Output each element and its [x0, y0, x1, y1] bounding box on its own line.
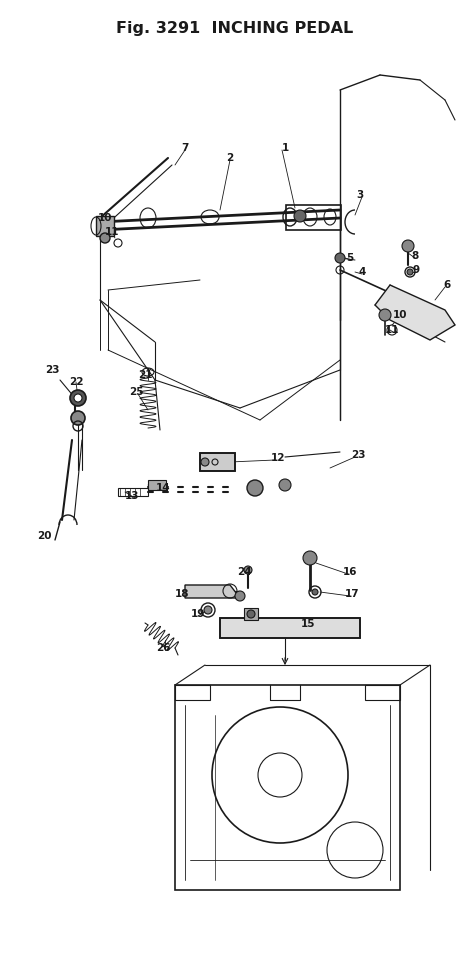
Text: 21: 21 — [138, 370, 152, 380]
Circle shape — [312, 589, 318, 595]
Text: 2: 2 — [227, 153, 234, 163]
Text: 25: 25 — [129, 387, 143, 397]
Text: 7: 7 — [181, 143, 188, 153]
Circle shape — [204, 606, 212, 614]
Text: 5: 5 — [346, 253, 353, 263]
Circle shape — [201, 458, 209, 466]
Text: 9: 9 — [413, 265, 420, 275]
Text: 18: 18 — [175, 589, 189, 599]
Text: 26: 26 — [156, 643, 170, 653]
Circle shape — [70, 390, 86, 406]
Text: 24: 24 — [237, 567, 251, 577]
Circle shape — [247, 610, 255, 618]
Circle shape — [303, 551, 317, 565]
Polygon shape — [375, 285, 455, 340]
Bar — [220, 618, 360, 638]
Circle shape — [335, 253, 345, 263]
Bar — [286, 205, 341, 230]
Bar — [96, 216, 114, 236]
Circle shape — [100, 233, 110, 243]
Bar — [200, 453, 235, 471]
Text: 22: 22 — [69, 377, 83, 387]
Text: 11: 11 — [385, 325, 399, 335]
Bar — [118, 488, 148, 496]
Bar — [175, 685, 210, 700]
Text: 17: 17 — [345, 589, 359, 599]
Polygon shape — [220, 618, 360, 638]
Text: 6: 6 — [443, 280, 451, 290]
Circle shape — [379, 309, 391, 321]
Bar — [365, 685, 400, 700]
Bar — [200, 453, 235, 471]
Text: 20: 20 — [37, 531, 51, 541]
Text: 13: 13 — [125, 491, 139, 501]
Bar — [175, 685, 400, 890]
Text: 15: 15 — [301, 619, 315, 629]
Text: Fig. 3291  INCHING PEDAL: Fig. 3291 INCHING PEDAL — [117, 20, 353, 36]
Circle shape — [247, 480, 263, 496]
Text: 10: 10 — [98, 213, 112, 223]
Text: 11: 11 — [105, 227, 119, 237]
Circle shape — [402, 240, 414, 252]
Circle shape — [71, 411, 85, 425]
Text: 4: 4 — [358, 267, 366, 277]
Text: 1: 1 — [282, 143, 289, 153]
Text: 8: 8 — [411, 251, 419, 261]
Text: 19: 19 — [191, 609, 205, 619]
Bar — [244, 608, 258, 620]
Text: 23: 23 — [45, 365, 59, 375]
Polygon shape — [185, 585, 240, 598]
Circle shape — [244, 566, 252, 574]
Circle shape — [74, 394, 82, 402]
Text: 3: 3 — [356, 190, 364, 200]
Text: 12: 12 — [271, 453, 285, 463]
Circle shape — [279, 479, 291, 491]
Text: 23: 23 — [351, 450, 365, 460]
Text: 16: 16 — [343, 567, 357, 577]
Text: 10: 10 — [393, 310, 407, 320]
Text: 14: 14 — [156, 483, 170, 493]
Circle shape — [407, 269, 413, 275]
Circle shape — [294, 210, 306, 222]
Bar — [148, 480, 166, 490]
Circle shape — [235, 591, 245, 601]
